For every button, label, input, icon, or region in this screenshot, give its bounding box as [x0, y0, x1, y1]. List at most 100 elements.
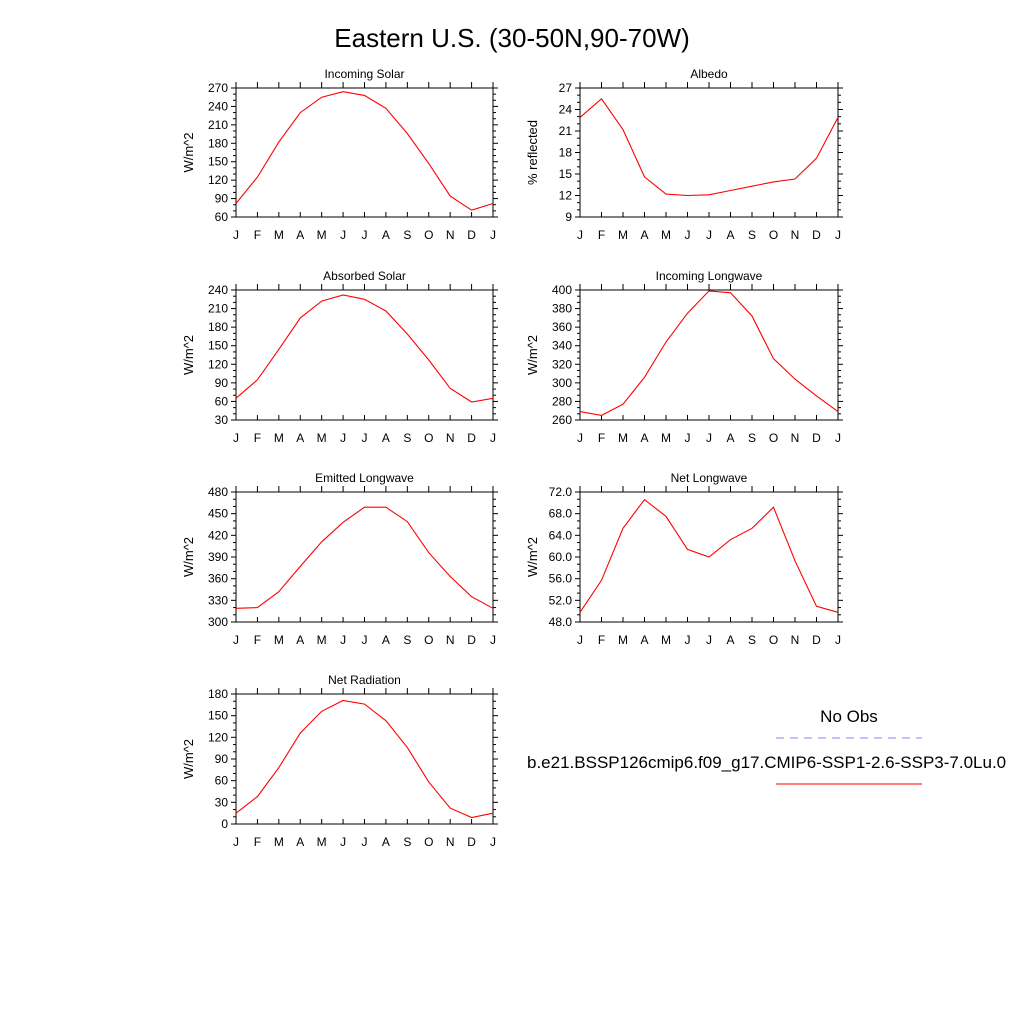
incoming-longwave-ytick-label: 300	[552, 376, 572, 390]
albedo-series-line	[579, 97, 839, 197]
incoming-longwave-ytick-label: 380	[552, 302, 572, 316]
emitted-longwave-xtick-label: M	[317, 633, 327, 647]
net-longwave-ytick-label: 64.0	[549, 528, 573, 542]
absorbed-solar-xtick-label: M	[274, 431, 284, 445]
absorbed-solar-title: Absorbed Solar	[323, 269, 406, 283]
absorbed-solar-xtick-label: S	[403, 431, 411, 445]
emitted-longwave-ylabel: W/m^2	[181, 537, 196, 577]
figure-title: Eastern U.S. (30-50N,90-70W)	[334, 23, 689, 53]
incoming-longwave-xtick-label: S	[748, 431, 756, 445]
albedo-xtick-label: D	[812, 228, 821, 242]
legend: No Obs b.e21.BSSP126cmip6.f09_g17.CMIP6-…	[527, 707, 1006, 785]
incoming-solar-plot-frame	[235, 87, 494, 218]
net-longwave-xtick-label: A	[726, 633, 734, 647]
incoming-solar-xtick-label: M	[274, 228, 284, 242]
albedo-xtick-label: J	[577, 228, 583, 242]
albedo-xtick-label: A	[726, 228, 734, 242]
net-radiation-xtick-label: D	[467, 835, 476, 849]
emitted-longwave-ytick-label: 450	[208, 507, 228, 521]
net-radiation-xtick-label: J	[362, 835, 368, 849]
albedo-ytick-label: 18	[559, 146, 573, 160]
net-radiation-ytick-label: 0	[221, 817, 228, 831]
albedo-xtick-label: O	[769, 228, 778, 242]
absorbed-solar-xtick-label: F	[254, 431, 261, 445]
incoming-solar-xtick-label: A	[382, 228, 390, 242]
incoming-longwave-ytick-label: 320	[552, 357, 572, 371]
emitted-longwave-title: Emitted Longwave	[315, 471, 414, 485]
net-longwave-ytick-label: 56.0	[549, 572, 573, 586]
albedo-xtick-label: J	[706, 228, 712, 242]
incoming-longwave-xtick-label: J	[685, 431, 691, 445]
albedo-xtick-label: J	[835, 228, 841, 242]
net-longwave-ytick-label: 60.0	[549, 550, 573, 564]
incoming-solar-xtick-label: J	[340, 228, 346, 242]
incoming-longwave-xtick-label: O	[769, 431, 778, 445]
absorbed-solar-xtick-label: N	[446, 431, 455, 445]
absorbed-solar-series-line	[235, 294, 494, 403]
net-radiation-xtick-label: J	[233, 835, 239, 849]
net-longwave-ytick-label: 48.0	[549, 615, 573, 629]
absorbed-solar-ytick-label: 210	[208, 302, 228, 316]
emitted-longwave-ytick-label: 390	[208, 550, 228, 564]
albedo-xtick-label: F	[598, 228, 605, 242]
emitted-longwave-xtick-label: D	[467, 633, 476, 647]
net-longwave-xtick-label: M	[661, 633, 671, 647]
net-radiation-ylabel: W/m^2	[181, 739, 196, 779]
incoming-solar-ytick-label: 150	[208, 155, 228, 169]
albedo-ytick-label: 21	[559, 124, 573, 138]
albedo-xtick-label: J	[685, 228, 691, 242]
incoming-solar-series-line	[235, 91, 494, 211]
net-radiation-plot-frame	[235, 693, 494, 825]
incoming-solar-ytick-label: 270	[208, 81, 228, 95]
net-radiation-ytick-label: 60	[215, 774, 229, 788]
incoming-solar-xtick-label: O	[424, 228, 433, 242]
legend-obs-label: No Obs	[820, 707, 878, 726]
albedo-ytick-label: 9	[565, 210, 572, 224]
albedo-ytick-label: 12	[559, 189, 573, 203]
emitted-longwave-xtick-label: O	[424, 633, 433, 647]
net-radiation-xtick-label: M	[274, 835, 284, 849]
incoming-solar-title: Incoming Solar	[324, 67, 404, 81]
incoming-solar-ytick-label: 60	[215, 210, 229, 224]
absorbed-solar-xtick-label: M	[317, 431, 327, 445]
incoming-solar-xtick-label: M	[317, 228, 327, 242]
absorbed-solar-xtick-label: D	[467, 431, 476, 445]
incoming-solar-xtick-label: F	[254, 228, 261, 242]
absorbed-solar-ytick-label: 240	[208, 283, 228, 297]
net-longwave-ytick-label: 72.0	[549, 485, 573, 499]
incoming-solar-xtick-label: S	[403, 228, 411, 242]
incoming-solar-ylabel: W/m^2	[181, 132, 196, 172]
incoming-longwave-xtick-label: M	[618, 431, 628, 445]
net-longwave-xtick-label: J	[577, 633, 583, 647]
absorbed-solar-xtick-label: O	[424, 431, 433, 445]
net-longwave-ylabel: W/m^2	[525, 537, 540, 577]
net-radiation-xtick-label: S	[403, 835, 411, 849]
absorbed-solar-xtick-label: J	[340, 431, 346, 445]
absorbed-solar-ytick-label: 30	[215, 413, 229, 427]
emitted-longwave-plot-frame	[235, 491, 494, 623]
incoming-longwave-ytick-label: 340	[552, 339, 572, 353]
net-radiation-xtick-label: F	[254, 835, 261, 849]
incoming-longwave-xtick-label: N	[791, 431, 800, 445]
albedo-title: Albedo	[690, 67, 728, 81]
incoming-longwave-xtick-label: A	[726, 431, 734, 445]
incoming-solar-ytick-label: 120	[208, 173, 228, 187]
emitted-longwave-ytick-label: 300	[208, 615, 228, 629]
albedo-ytick-label: 24	[559, 103, 573, 117]
incoming-longwave-xtick-label: A	[640, 431, 648, 445]
absorbed-solar-xtick-label: J	[233, 431, 239, 445]
net-longwave-xtick-label: M	[618, 633, 628, 647]
incoming-solar-xtick-label: J	[233, 228, 239, 242]
net-longwave-ytick-label: 68.0	[549, 507, 573, 521]
albedo-ytick-label: 15	[559, 167, 573, 181]
net-longwave-series-line	[579, 498, 839, 613]
incoming-solar-ytick-label: 210	[208, 118, 228, 132]
emitted-longwave-xtick-label: F	[254, 633, 261, 647]
incoming-longwave-series-line	[579, 290, 839, 416]
albedo-plot-frame	[579, 87, 839, 218]
